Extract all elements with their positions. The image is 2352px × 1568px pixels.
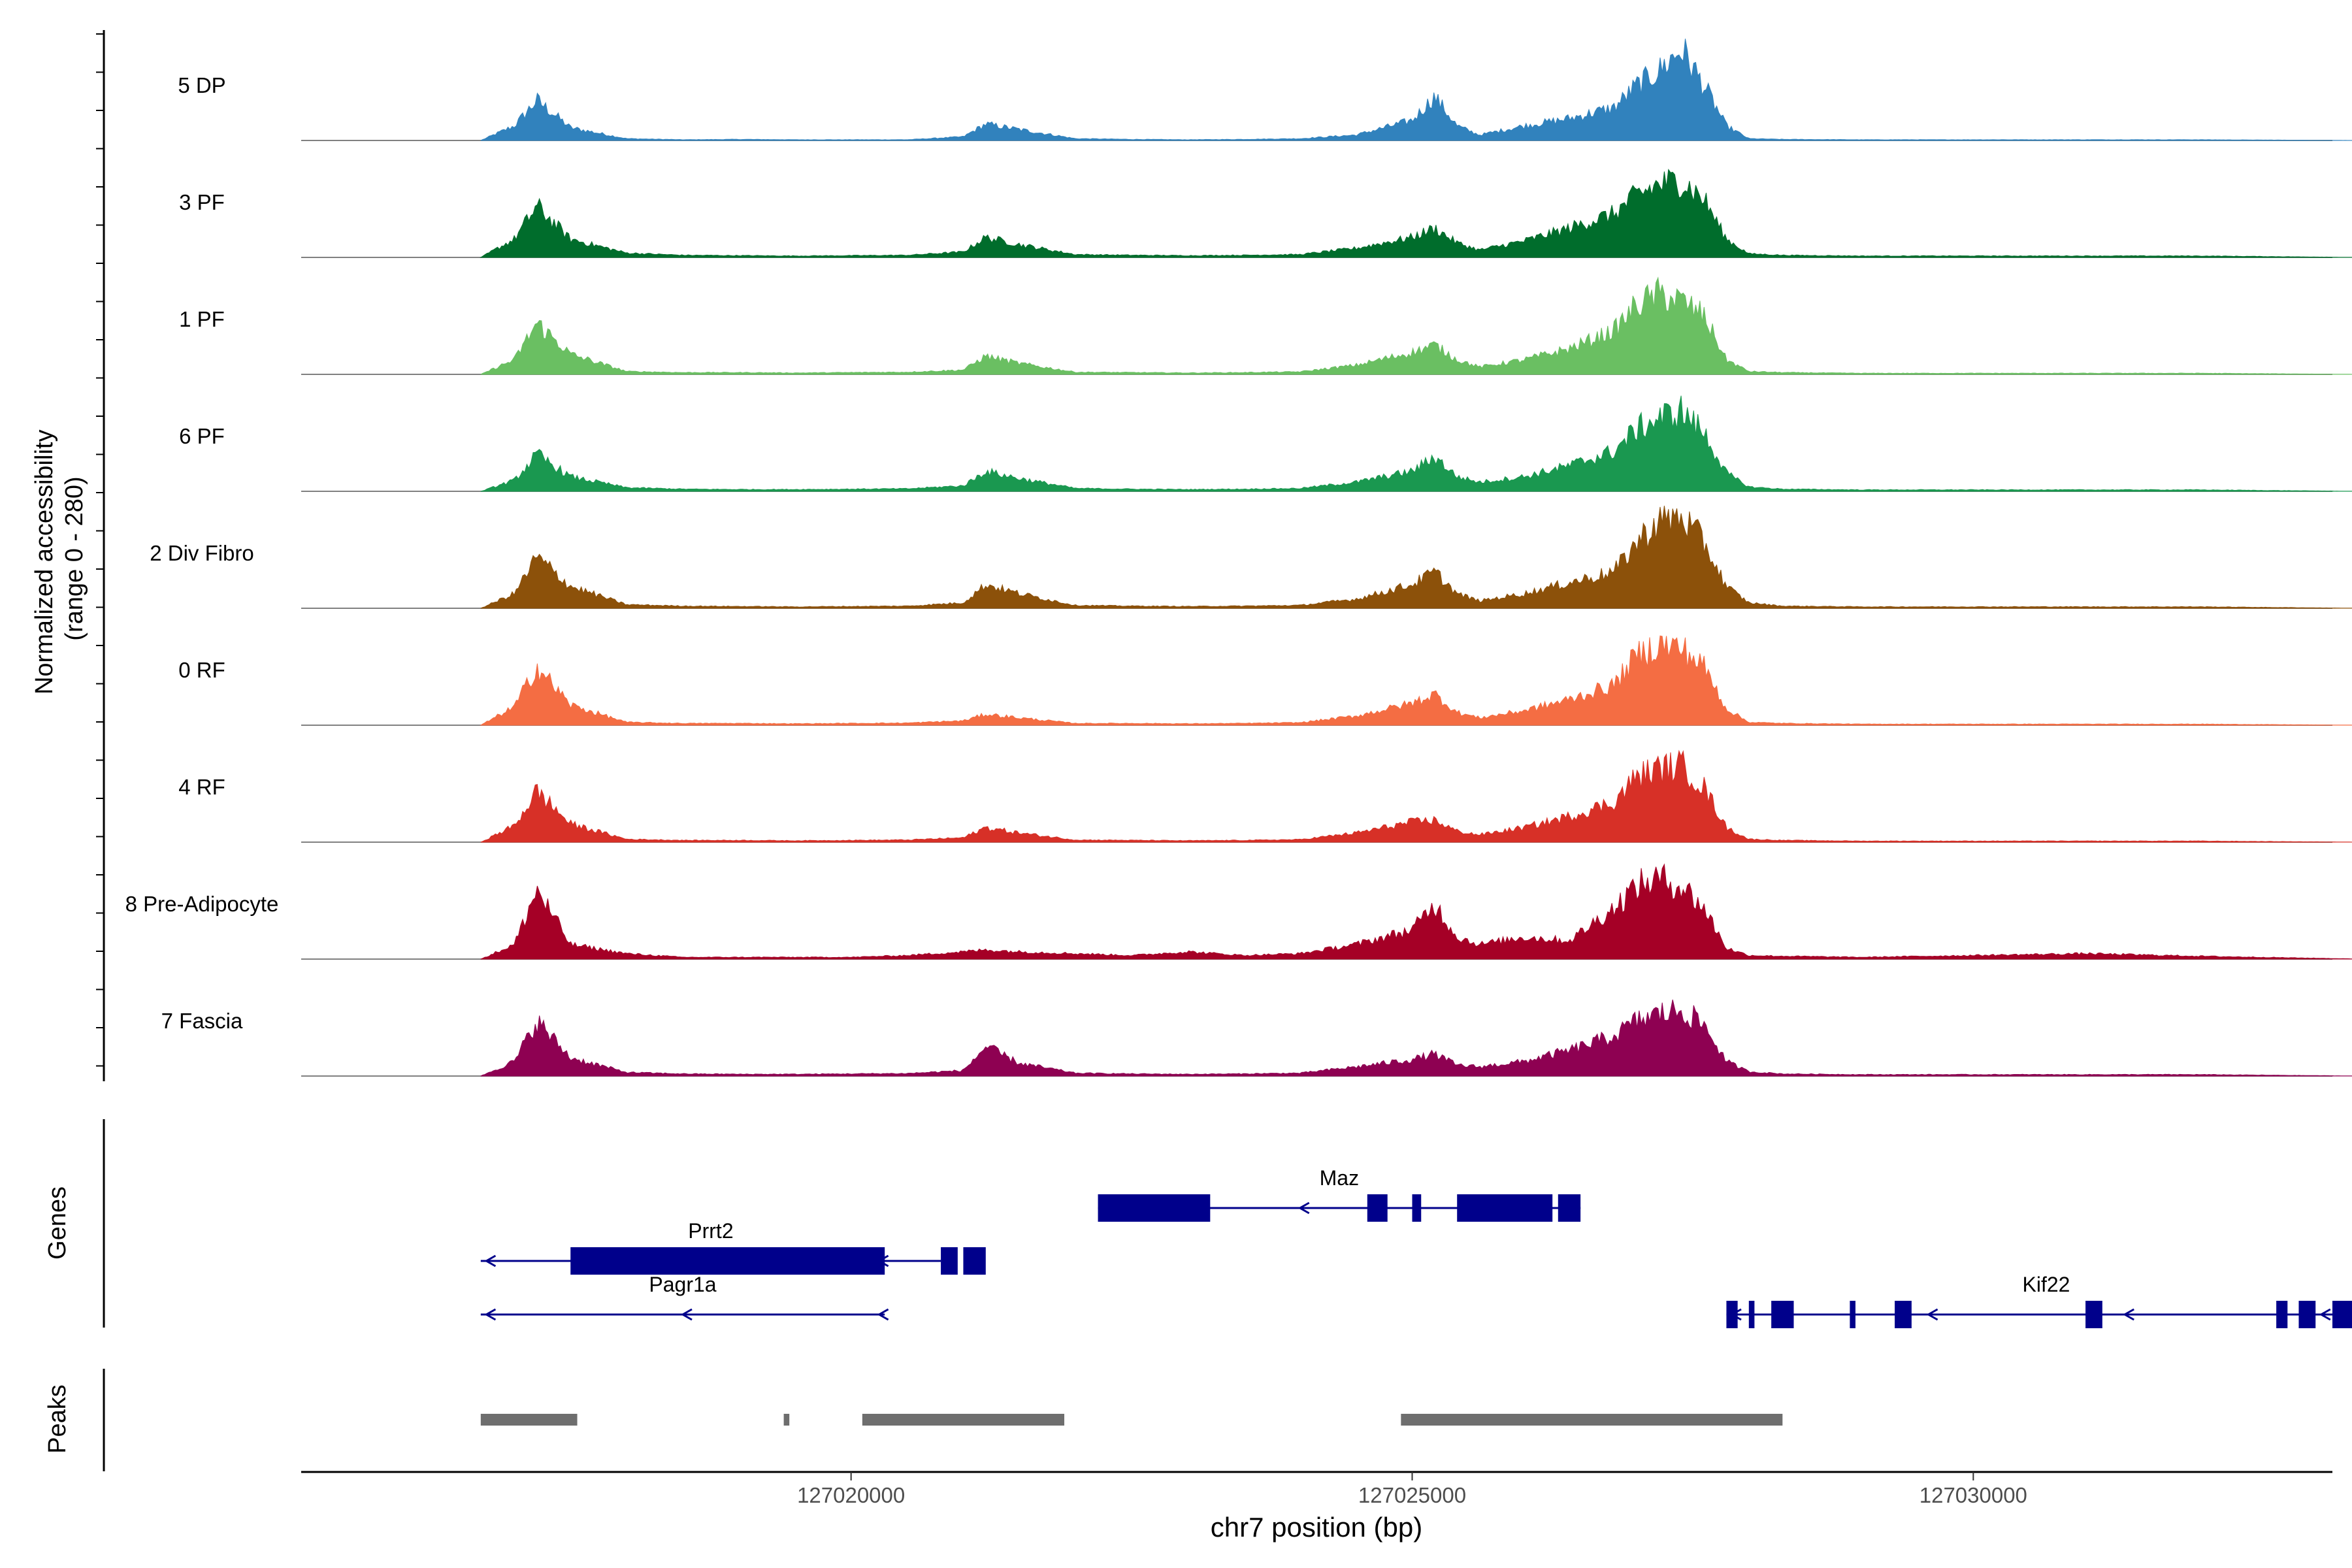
coverage-area — [480, 999, 2352, 1077]
coverage-area — [480, 749, 2352, 843]
coverage-area — [480, 169, 2352, 258]
track-4: 2 Div Fibro — [150, 506, 2352, 609]
exon — [1748, 1301, 1755, 1328]
exon — [1895, 1301, 1912, 1328]
gene-name: Pagr1a — [649, 1273, 716, 1296]
exon — [1726, 1301, 1738, 1328]
track-label: 2 Div Fibro — [150, 541, 254, 565]
exon — [2332, 1301, 2352, 1328]
exon — [2085, 1301, 2102, 1328]
gene-maz: Maz — [1098, 1166, 1581, 1222]
track-label: 5 DP — [178, 73, 225, 97]
coverage-y-ticks — [96, 33, 104, 1067]
coverage-area — [480, 395, 2352, 492]
track-0: 5 DP — [178, 39, 2352, 141]
coverage-tracks: 5 DP 3 PF 1 PF 6 PF 2 Div Fibro 0 RF 4 RF 8 Pre… — [125, 39, 2352, 1077]
track-label: 0 RF — [178, 658, 225, 682]
peak — [1401, 1414, 1783, 1426]
track-3: 6 PF — [179, 395, 2352, 492]
exon — [2276, 1301, 2288, 1328]
exon — [570, 1247, 885, 1275]
genes-panel-label: Genes — [44, 1186, 71, 1260]
strand-arrow-icon — [680, 1308, 693, 1321]
track-5: 0 RF — [178, 635, 2352, 726]
x-axis-label: chr7 position (bp) — [1211, 1512, 1423, 1543]
coverage-area — [480, 39, 2352, 141]
gene-kif22: Kif22 — [1726, 1273, 2352, 1328]
gene-name: Kif22 — [2023, 1273, 2070, 1296]
exon — [1412, 1194, 1422, 1222]
track-6: 4 RF — [178, 749, 2352, 843]
coverage-area — [480, 635, 2352, 726]
peak — [480, 1414, 578, 1426]
gene-pagr1a: Pagr1a — [480, 1273, 889, 1321]
exon — [1771, 1301, 1794, 1328]
track-8: 7 Fascia — [161, 999, 2352, 1077]
track-label: 4 RF — [178, 775, 225, 799]
gene-name: Prrt2 — [688, 1219, 733, 1243]
gene-annotations: Maz Prrt2 Pagr1a Kif22 — [480, 1166, 2352, 1328]
exon — [963, 1247, 986, 1275]
peak — [862, 1414, 1065, 1426]
exon — [1558, 1194, 1581, 1222]
peaks-panel-label: Peaks — [44, 1384, 71, 1454]
strand-arrow-icon — [1298, 1201, 1310, 1215]
y-axis-label: Normalized accessibility (range 0 - 280) — [31, 423, 88, 694]
gene-name: Maz — [1320, 1166, 1359, 1190]
exon — [1850, 1301, 1855, 1328]
gene-prrt2: Prrt2 — [480, 1219, 986, 1275]
coverage-area — [480, 276, 2352, 375]
track-7: 8 Pre-Adipocyte — [125, 863, 2352, 960]
strand-arrow-icon — [877, 1308, 889, 1321]
track-label: 3 PF — [179, 190, 225, 214]
track-1: 3 PF — [179, 169, 2352, 258]
exon — [1367, 1194, 1388, 1222]
exon — [1098, 1194, 1211, 1222]
x-axis-ticks: 127020000 127025000 127030000 — [797, 1472, 2027, 1507]
track-label: 6 PF — [179, 424, 225, 448]
track-label: 7 Fascia — [161, 1009, 243, 1033]
coverage-area — [480, 863, 2352, 960]
exon — [941, 1247, 958, 1275]
track-label: 1 PF — [179, 307, 225, 331]
x-tick-label: 127025000 — [1358, 1483, 1466, 1507]
x-tick-label: 127030000 — [1919, 1483, 2027, 1507]
peak — [783, 1414, 790, 1426]
exon — [1457, 1194, 1553, 1222]
exon — [2298, 1301, 2316, 1328]
y-axis-label-line2: (range 0 - 280) — [61, 476, 88, 640]
x-tick-label: 127020000 — [797, 1483, 905, 1507]
strand-arrow-icon — [2123, 1308, 2134, 1321]
coverage-area — [480, 506, 2352, 609]
strand-arrow-icon — [2319, 1308, 2331, 1321]
strand-arrow-icon — [1926, 1308, 1938, 1321]
y-axis-label-line1: Normalized accessibility — [31, 430, 58, 694]
track-label: 8 Pre-Adipocyte — [125, 892, 279, 916]
peak-regions — [480, 1414, 1783, 1426]
track-2: 1 PF — [179, 276, 2352, 375]
strand-arrow-icon — [484, 1308, 497, 1321]
strand-arrow-icon — [484, 1254, 497, 1267]
